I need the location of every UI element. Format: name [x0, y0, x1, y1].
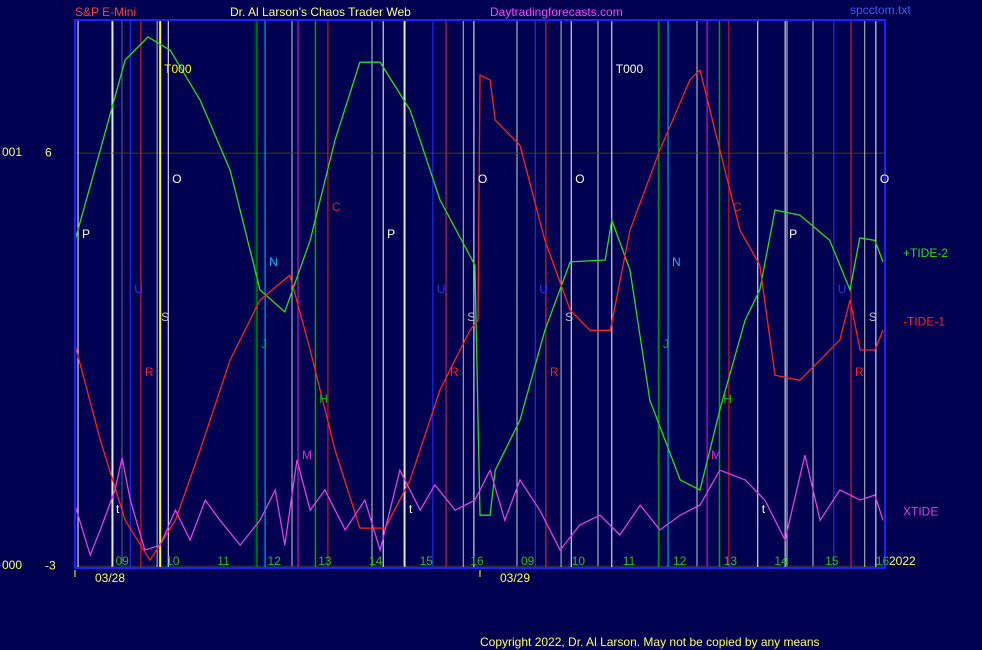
event-label: J: [261, 337, 267, 351]
event-label: U: [134, 282, 143, 296]
event-label: U: [838, 282, 847, 296]
x-tick-label: 14: [774, 554, 788, 568]
legend-label: +TIDE-2: [903, 246, 948, 260]
x-tick-label: 15: [420, 554, 434, 568]
x-tick-label: 11: [623, 554, 636, 568]
x-tick-label: 13: [318, 554, 332, 568]
event-label: S: [467, 310, 475, 324]
event-label: P: [789, 227, 797, 241]
event-label: t: [116, 502, 120, 516]
event-label: M: [302, 448, 312, 462]
legend-label: -TIDE-1: [903, 314, 945, 328]
x-tick-label: 15: [825, 554, 839, 568]
x-tick-label: 10: [572, 554, 586, 568]
plot-frame: [74, 19, 886, 569]
date-label: 03/29: [500, 571, 530, 585]
event-label: O: [575, 172, 584, 186]
event-label: R: [855, 365, 864, 379]
event-label: S: [565, 310, 573, 324]
event-label: t: [762, 502, 766, 516]
event-label: H: [319, 392, 328, 406]
event-label: R: [145, 365, 154, 379]
event-label: P: [387, 227, 395, 241]
event-label: R: [450, 365, 459, 379]
left-label: 001: [2, 145, 22, 159]
x-tick-label: 13: [724, 554, 738, 568]
date-label: 03/28: [95, 571, 125, 585]
event-label: O: [478, 172, 487, 186]
event-label: O: [880, 172, 889, 186]
event-label: t: [409, 502, 413, 516]
x-tick-label: 10: [166, 554, 180, 568]
event-label: N: [269, 255, 278, 269]
plot-area: [74, 20, 885, 568]
x-tick-label: 16: [876, 554, 890, 568]
event-label: U: [539, 282, 548, 296]
event-label: H: [723, 392, 732, 406]
y-tick-label: 6: [45, 145, 52, 159]
chart-title: Dr. Al Larson's Chaos Trader Web: [230, 5, 411, 19]
event-label: O: [172, 172, 181, 186]
x-tick-label: 12: [673, 554, 687, 568]
series-line: [74, 36, 884, 516]
year: 2022: [889, 554, 916, 568]
x-tick-label: 16: [470, 554, 484, 568]
y-tick-label: -3: [45, 558, 56, 572]
instrument: S&P E-Mini: [75, 5, 136, 19]
event-label: U: [437, 282, 446, 296]
event-label: J: [663, 337, 669, 351]
event-label: S: [161, 310, 169, 324]
copyright: Copyright 2022, Dr. Al Larson. May not b…: [480, 635, 820, 649]
website: Daytradingforecasts.com: [490, 5, 623, 19]
x-tick-label: 09: [521, 554, 535, 568]
x-tick-label: 11: [217, 554, 230, 568]
event-label: P: [82, 227, 90, 241]
x-tick-label: 12: [268, 554, 282, 568]
event-label: N: [672, 255, 681, 269]
left-label: 000: [2, 558, 22, 572]
event-label: C: [733, 200, 742, 214]
event-label: S: [869, 310, 877, 324]
event-label: R: [550, 365, 559, 379]
event-label: T000: [616, 62, 644, 76]
file-name: spcctom.txt: [850, 3, 911, 17]
legend-label: XTIDE: [903, 504, 938, 518]
x-tick-label: 14: [369, 554, 383, 568]
series-line: [74, 454, 884, 558]
event-label: T000: [164, 62, 192, 76]
event-label: M: [711, 448, 721, 462]
x-tick-label: 09: [115, 554, 129, 568]
series-line: [74, 68, 884, 562]
event-label: C: [332, 200, 341, 214]
